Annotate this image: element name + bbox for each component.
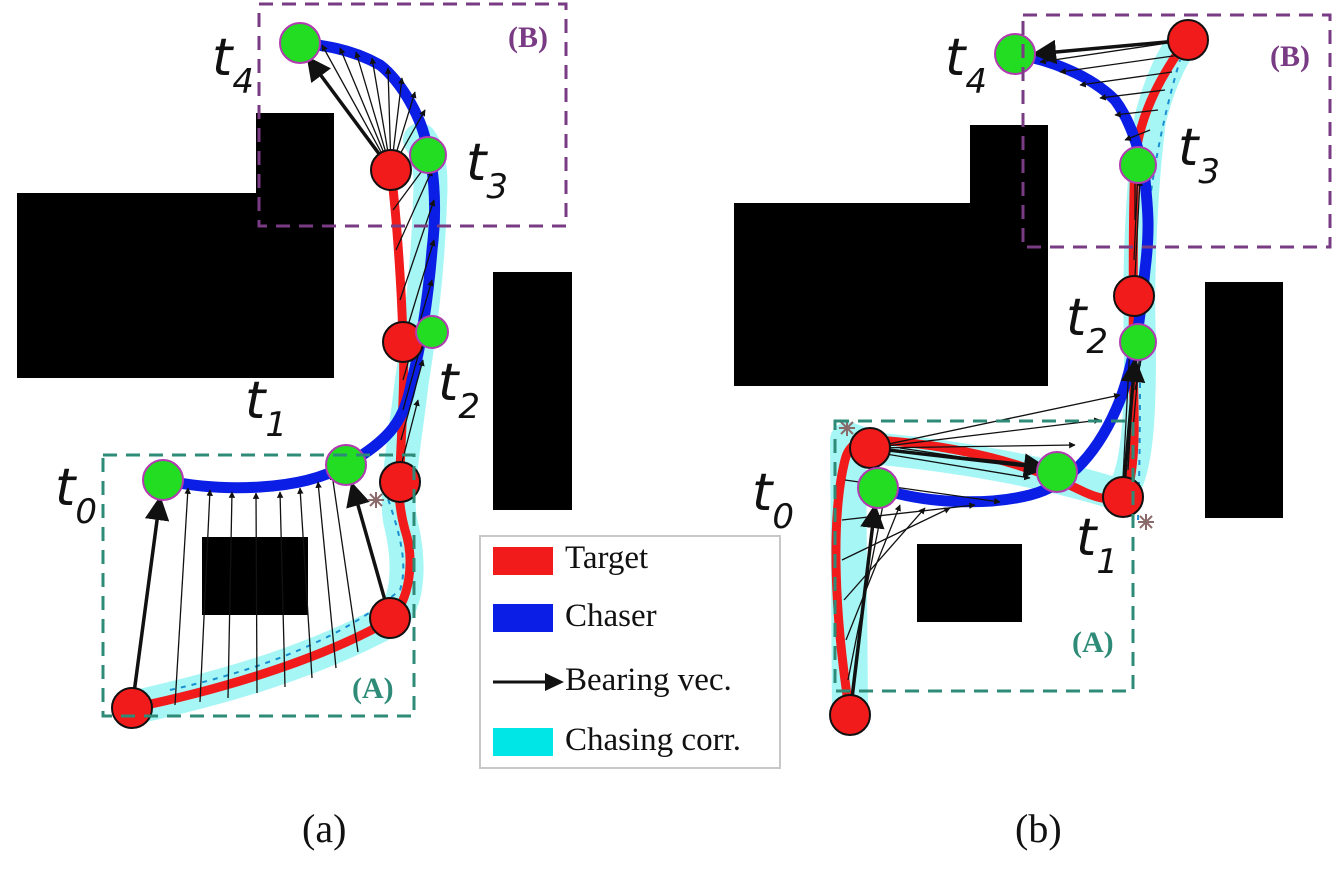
chaser-marker-t0	[142, 459, 184, 501]
asterisk-marker-a	[368, 492, 384, 508]
caption-b: (b)	[1015, 806, 1062, 851]
target-marker-b-t0b	[849, 427, 891, 469]
target-marker-b-t3	[1167, 19, 1209, 61]
bearing-thick-a	[130, 56, 393, 709]
obstacle-small-box-b	[917, 544, 1022, 622]
chaser-marker-t2	[415, 315, 449, 349]
panel-b: (A) (B) t0 t1 t2 t3 t4 (b)	[734, 13, 1332, 851]
bearing-thick-b	[848, 38, 1189, 716]
chaser-marker-t3	[409, 136, 447, 174]
chaser-markers-b	[857, 33, 1157, 509]
region-box-b-b	[1021, 13, 1332, 249]
chaser-marker-t4	[279, 22, 321, 64]
region-label-b: (B)	[508, 21, 548, 54]
time-label-t1: t1	[245, 371, 287, 445]
time-label-b-t3: t3	[1178, 118, 1220, 192]
obstacle-l-shape-b	[734, 125, 1048, 386]
time-label-b-t1: t1	[1076, 508, 1118, 582]
region-box-b	[257, 2, 568, 228]
obstacles-a	[17, 113, 572, 615]
legend-swatch-corridor	[493, 728, 553, 756]
region-label-b-b: (B)	[1270, 40, 1310, 73]
chaser-marker-b-t1	[1036, 451, 1078, 493]
target-marker-t1	[369, 597, 411, 639]
obstacle-right-bar	[493, 272, 572, 510]
target-marker-t3	[370, 149, 412, 191]
time-label-b-t4: t4	[945, 28, 987, 102]
caption-a: (a)	[302, 806, 346, 851]
target-markers-b	[829, 19, 1209, 736]
legend: Target Chaser Bearing vec. Chasing corr.	[479, 535, 781, 769]
chaser-marker-b-t2	[1119, 323, 1157, 361]
obstacle-l-shape	[17, 113, 334, 378]
region-box-a	[101, 453, 416, 718]
time-label-t4: t4	[212, 28, 254, 102]
legend-label-corridor: Chasing corr.	[565, 722, 741, 758]
legend-label-bearing: Bearing vec.	[565, 662, 732, 698]
legend-label-target: Target	[565, 540, 648, 576]
time-label-t2: t2	[438, 353, 480, 427]
legend-swatch-target	[493, 547, 553, 575]
obstacle-small-box	[202, 537, 308, 615]
time-label-b-t0: t0	[752, 463, 794, 537]
target-markers-a	[111, 149, 424, 729]
target-marker-b-t0	[829, 694, 871, 736]
region-label-a: (A)	[352, 672, 394, 705]
region-box-b-a	[833, 419, 1135, 693]
target-marker-b-t1	[1102, 476, 1144, 518]
asterisk-markers-b	[839, 420, 1154, 530]
legend-bearing-arrowhead	[545, 673, 564, 691]
time-label-t3: t3	[466, 133, 508, 207]
chaser-marker-b-t3	[1119, 146, 1157, 184]
bearing-fan-a-bottom	[174, 473, 359, 706]
target-marker-t1b	[379, 461, 421, 503]
chaser-marker-t1	[325, 444, 367, 486]
time-label-t0: t0	[55, 458, 97, 532]
panel-a: (A) (B) t0 t1 t2 t3 t4 (a)	[17, 2, 572, 851]
obstacle-right-bar-b	[1205, 282, 1283, 518]
region-label-b-a: (A)	[1072, 626, 1114, 659]
target-marker-t0	[111, 687, 153, 729]
legend-label-chaser: Chaser	[565, 598, 657, 634]
legend-swatch-chaser	[493, 604, 553, 632]
obstacles-b	[734, 125, 1283, 622]
chaser-marker-b-t0	[857, 467, 899, 509]
chaser-marker-b-t4	[994, 33, 1036, 75]
time-label-b-t2: t2	[1066, 288, 1108, 362]
target-marker-b-t2	[1113, 275, 1155, 317]
